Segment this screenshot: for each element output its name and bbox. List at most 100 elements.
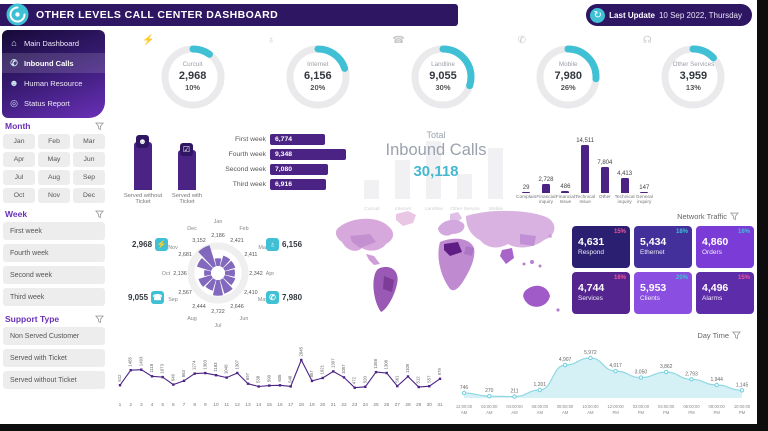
donut-gauge — [158, 42, 228, 117]
svg-text:PM: PM — [688, 410, 695, 415]
circuit-icon: ⚡ — [155, 238, 169, 251]
svg-text:12:00:00: 12:00:00 — [607, 404, 624, 409]
svg-text:857: 857 — [309, 370, 314, 378]
svg-text:270: 270 — [485, 388, 494, 394]
sidebar-item-main-dashboard[interactable]: ⌂ Main Dashboard — [2, 33, 105, 53]
svg-text:1109: 1109 — [405, 363, 410, 373]
svg-text:Jan: Jan — [214, 219, 223, 225]
complaint-col-technical-inquiry: 4,413 Technical inquiry — [615, 128, 635, 210]
svg-text:4,017: 4,017 — [609, 363, 622, 369]
filter-icon[interactable] — [95, 210, 104, 219]
svg-text:1274: 1274 — [192, 360, 197, 370]
traffic-pct: 18% — [675, 229, 688, 235]
svg-text:PM: PM — [638, 410, 645, 415]
month-btn-jan[interactable]: Jan — [3, 134, 35, 149]
traffic-pct: 20% — [675, 275, 688, 281]
month-btn-may[interactable]: May — [38, 152, 70, 167]
month-btn-feb[interactable]: Feb — [38, 134, 70, 149]
weekly-bar: 9,348 — [270, 149, 346, 160]
svg-text:512: 512 — [416, 376, 421, 384]
svg-text:13: 13 — [245, 402, 251, 408]
complaint-value: 147 — [639, 184, 650, 191]
month-btn-aug[interactable]: Aug — [38, 170, 70, 185]
ghost-bar — [364, 180, 379, 199]
support-btn-served-without-ticket[interactable]: Served without Ticket — [3, 371, 105, 389]
svg-text:979: 979 — [437, 368, 442, 376]
svg-text:606: 606 — [277, 374, 282, 382]
traffic-tile-services: 16% 4,744 Services — [572, 272, 630, 314]
svg-text:9: 9 — [204, 402, 207, 408]
svg-text:863: 863 — [181, 370, 186, 378]
header-band: OTHER LEVELS CALL CENTER DASHBOARD — [0, 4, 458, 26]
sidebar-item-status-report[interactable]: ◎ Status Report — [2, 93, 105, 113]
filter-icon[interactable] — [732, 331, 741, 340]
ghost-bar-label: Other Service — [450, 206, 480, 212]
support-type-slicer: Non Served Customer Served with Ticket Ser… — [3, 327, 105, 389]
sidebar-item-human-resource[interactable]: ☻ Human Resource — [2, 73, 105, 93]
svg-text:1: 1 — [119, 402, 122, 408]
complaint-value: 486 — [560, 184, 571, 191]
svg-text:1397: 1397 — [330, 358, 335, 368]
week-btn-third-week[interactable]: Third week — [3, 288, 105, 306]
filter-icon[interactable] — [95, 315, 104, 324]
month-btn-jul[interactable]: Jul — [3, 170, 35, 185]
network-traffic-tiles: 15% 4,631 Respond 18% 5,434 Ethernet 16% 4,860 O… — [572, 226, 754, 314]
svg-text:22: 22 — [341, 402, 347, 408]
daily-line-chart: 612 1 1465 2 1493 3 1118 4 1073 5 649 6 863 7 1274 8 130… — [110, 330, 450, 422]
month-btn-apr[interactable]: Apr — [3, 152, 35, 167]
filter-icon[interactable] — [95, 122, 104, 131]
complaint-col-general-inquiry: 147 General inquiry — [635, 128, 654, 210]
complaint-label: Technical inquiry — [614, 195, 635, 206]
people-icon: ☻ — [9, 78, 19, 88]
svg-text:06:00:00: 06:00:00 — [683, 404, 700, 409]
month-btn-jun[interactable]: Jun — [73, 152, 105, 167]
internet-icon: ♁ — [266, 238, 279, 251]
svg-text:1308: 1308 — [384, 359, 389, 369]
traffic-tile-clients: 20% 5,953 Clients — [634, 272, 692, 314]
traffic-label: Services — [578, 295, 603, 302]
last-update-pill[interactable]: ↻ Last Update 10 Sep 2022, Thursday — [586, 4, 752, 26]
support-btn-served-with-ticket[interactable]: Served with Ticket — [3, 349, 105, 367]
month-btn-nov[interactable]: Nov — [38, 188, 70, 203]
weekly-label: Third week — [232, 181, 266, 188]
week-btn-second-week[interactable]: Second week — [3, 266, 105, 284]
filter-icon[interactable] — [730, 212, 739, 221]
kpi-donut-other-services: ☊ Other Services 3,959 13% — [631, 30, 756, 124]
month-btn-mar[interactable]: Mar — [73, 134, 105, 149]
ghost-bar-label: Curcuit — [364, 206, 380, 212]
circuit-icon: ⚡ — [142, 35, 155, 46]
svg-text:1073: 1073 — [160, 363, 165, 373]
kpi-chip-internet: ♁ 6,156 — [266, 238, 302, 251]
svg-text:746: 746 — [460, 385, 469, 391]
week-btn-first-week[interactable]: First week — [3, 222, 105, 240]
month-btn-sep[interactable]: Sep — [73, 170, 105, 185]
svg-text:02:00:00: 02:00:00 — [481, 404, 498, 409]
landline-icon: ☎ — [151, 291, 165, 304]
sidebar-item-label: Inbound Calls — [24, 58, 74, 68]
svg-text:5,972: 5,972 — [584, 350, 597, 356]
month-btn-dec[interactable]: Dec — [73, 188, 105, 203]
svg-text:AM: AM — [511, 410, 518, 415]
svg-text:1493: 1493 — [138, 356, 143, 366]
svg-text:11: 11 — [224, 402, 229, 408]
svg-text:2,722: 2,722 — [211, 309, 225, 315]
svg-text:24: 24 — [363, 402, 369, 408]
week-btn-fourth-week[interactable]: Fourth week — [3, 244, 105, 262]
complaint-value: 7,804 — [597, 160, 613, 167]
chip-value: 2,968 — [132, 240, 153, 249]
traffic-value: 4,631 — [578, 236, 605, 248]
complaint-value: 14,511 — [576, 138, 595, 144]
svg-text:2: 2 — [129, 402, 132, 408]
month-btn-oct[interactable]: Oct — [3, 188, 35, 203]
svg-text:2,136: 2,136 — [173, 271, 187, 277]
world-map — [326, 206, 572, 336]
svg-text:Mar: Mar — [258, 245, 267, 251]
traffic-value: 4,744 — [578, 282, 605, 294]
person-ticket-icon: ☑ — [180, 143, 193, 156]
sidebar-item-inbound-calls[interactable]: ✆ Inbound Calls — [2, 53, 105, 73]
support-btn-non-served-customer[interactable]: Non Served Customer — [3, 327, 105, 345]
refresh-icon[interactable]: ↻ — [590, 7, 606, 23]
svg-text:1358: 1358 — [373, 358, 378, 368]
donut-gauge — [408, 42, 478, 117]
svg-text:1118: 1118 — [149, 363, 154, 373]
